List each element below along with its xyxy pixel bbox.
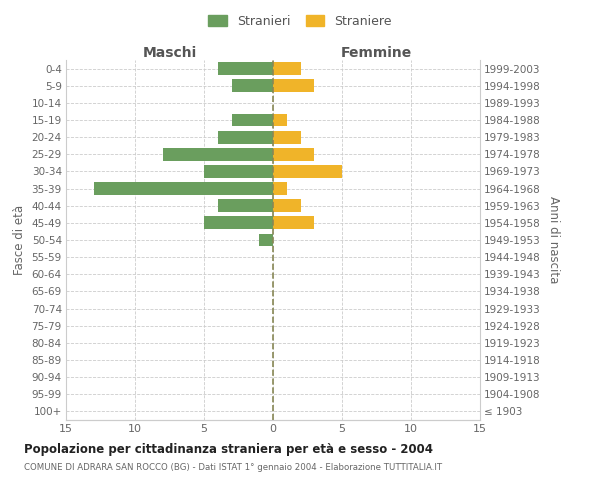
Bar [163, 148, 273, 160]
Bar [273, 182, 287, 195]
Bar [273, 130, 301, 143]
Bar [273, 216, 314, 230]
Bar [204, 216, 273, 230]
Text: COMUNE DI ADRARA SAN ROCCO (BG) - Dati ISTAT 1° gennaio 2004 - Elaborazione TUTT: COMUNE DI ADRARA SAN ROCCO (BG) - Dati I… [24, 462, 442, 471]
Y-axis label: Anni di nascita: Anni di nascita [547, 196, 560, 284]
Bar [273, 80, 314, 92]
Text: Maschi: Maschi [142, 46, 197, 60]
Y-axis label: Fasce di età: Fasce di età [13, 205, 26, 275]
Bar [273, 200, 301, 212]
Text: Femmine: Femmine [341, 46, 412, 60]
Bar [273, 62, 301, 75]
Bar [232, 114, 273, 126]
Bar [232, 80, 273, 92]
Bar [204, 165, 273, 178]
Legend: Stranieri, Straniere: Stranieri, Straniere [205, 11, 395, 32]
Bar [259, 234, 273, 246]
Bar [273, 114, 287, 126]
Bar [218, 62, 273, 75]
Bar [273, 165, 342, 178]
Bar [273, 148, 314, 160]
Bar [94, 182, 273, 195]
Bar [218, 200, 273, 212]
Bar [218, 130, 273, 143]
Text: Popolazione per cittadinanza straniera per età e sesso - 2004: Popolazione per cittadinanza straniera p… [24, 442, 433, 456]
